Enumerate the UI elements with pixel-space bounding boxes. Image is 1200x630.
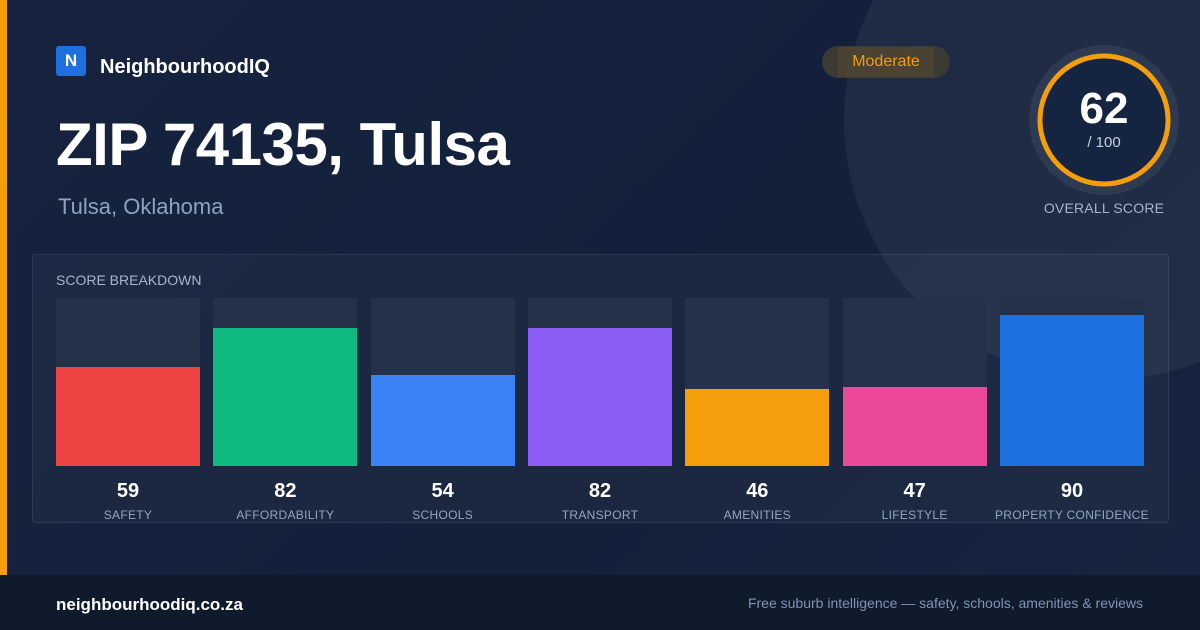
page-title: ZIP 74135, Tulsa — [56, 111, 510, 178]
bar-label: SAFETY — [103, 508, 153, 522]
footer: neighbourhoodiq.co.za Free suburb intell… — [0, 575, 1200, 630]
bar-value: 59 — [116, 480, 140, 502]
bar-fill-schools — [370, 375, 515, 466]
bar-fill-amenities — [685, 388, 830, 466]
score-bar-safety: 59 SAFETY — [56, 298, 200, 523]
score-breakdown-bars: 59 SAFETY 82 AFFORDABILITY 54 SCHOOLS 82 TRANSP… — [56, 298, 1149, 523]
bar-value: 46 — [746, 480, 769, 502]
bar-label: PROPERTY CONFIDENCE — [994, 508, 1149, 522]
location-subtitle: Tulsa, Oklahoma — [58, 194, 224, 219]
bar-value: 82 — [274, 480, 297, 502]
bar-label: LIFESTYLE — [881, 508, 948, 522]
bar-label: SCHOOLS — [412, 508, 474, 522]
bar-value: 47 — [903, 480, 926, 502]
overall-score-max: / 100 — [1087, 134, 1121, 151]
bar-value: 54 — [431, 480, 454, 502]
bar-label: AMENITIES — [723, 508, 791, 522]
bar-fill-affordability — [213, 328, 358, 466]
bar-track — [56, 298, 200, 466]
score-bar-property-confidence: 90 PROPERTY CONFIDENCE — [995, 298, 1149, 523]
score-bar-transport: 82 TRANSPORT — [527, 298, 672, 523]
bar-track — [527, 298, 672, 466]
bar-value: 82 — [588, 480, 612, 502]
bar-fill-safety — [56, 366, 200, 466]
brand-name: NeighbourhoodIQ — [100, 56, 270, 78]
bar-label: AFFORDABILITY — [236, 508, 335, 522]
bar-fill-lifestyle — [842, 387, 987, 466]
bar-label: TRANSPORT — [561, 508, 639, 522]
overall-score-value: 62 — [1079, 84, 1129, 133]
bar-value: 90 — [1060, 480, 1084, 502]
score-bar-amenities: 46 AMENITIES — [685, 298, 830, 523]
rating-badge: Moderate — [822, 46, 950, 78]
footer-tagline: Free suburb intelligence — safety, schoo… — [747, 595, 1143, 611]
score-ring-stroke — [1037, 53, 1171, 187]
rating-badge-label: Moderate — [838, 47, 934, 77]
bar-track — [842, 298, 987, 466]
overall-score-ring: 62 / 100 — [1028, 44, 1180, 196]
score-breakdown-title: SCORE BREAKDOWN — [56, 272, 202, 288]
bar-fill-property-confidence — [999, 314, 1144, 466]
score-bar-affordability: 82 AFFORDABILITY — [213, 298, 358, 523]
footer-url-link[interactable]: neighbourhoodiq.co.za — [56, 595, 243, 614]
logo-icon: N — [56, 46, 86, 76]
bar-track — [370, 298, 515, 466]
score-bar-lifestyle: 47 LIFESTYLE — [842, 298, 987, 523]
bar-fill-transport — [527, 328, 672, 466]
bar-track — [685, 298, 830, 466]
score-bar-schools: 54 SCHOOLS — [370, 298, 515, 523]
score-breakdown-panel — [32, 254, 1169, 523]
bar-track — [213, 298, 358, 466]
overall-score-label: OVERALL SCORE — [1043, 200, 1165, 216]
bar-track — [999, 298, 1144, 466]
accent-bar — [0, 0, 7, 575]
score-ring-graphic — [1029, 45, 1179, 195]
share-card: N NeighbourhoodIQ ZIP 74135, Tulsa Tulsa… — [0, 0, 1200, 575]
